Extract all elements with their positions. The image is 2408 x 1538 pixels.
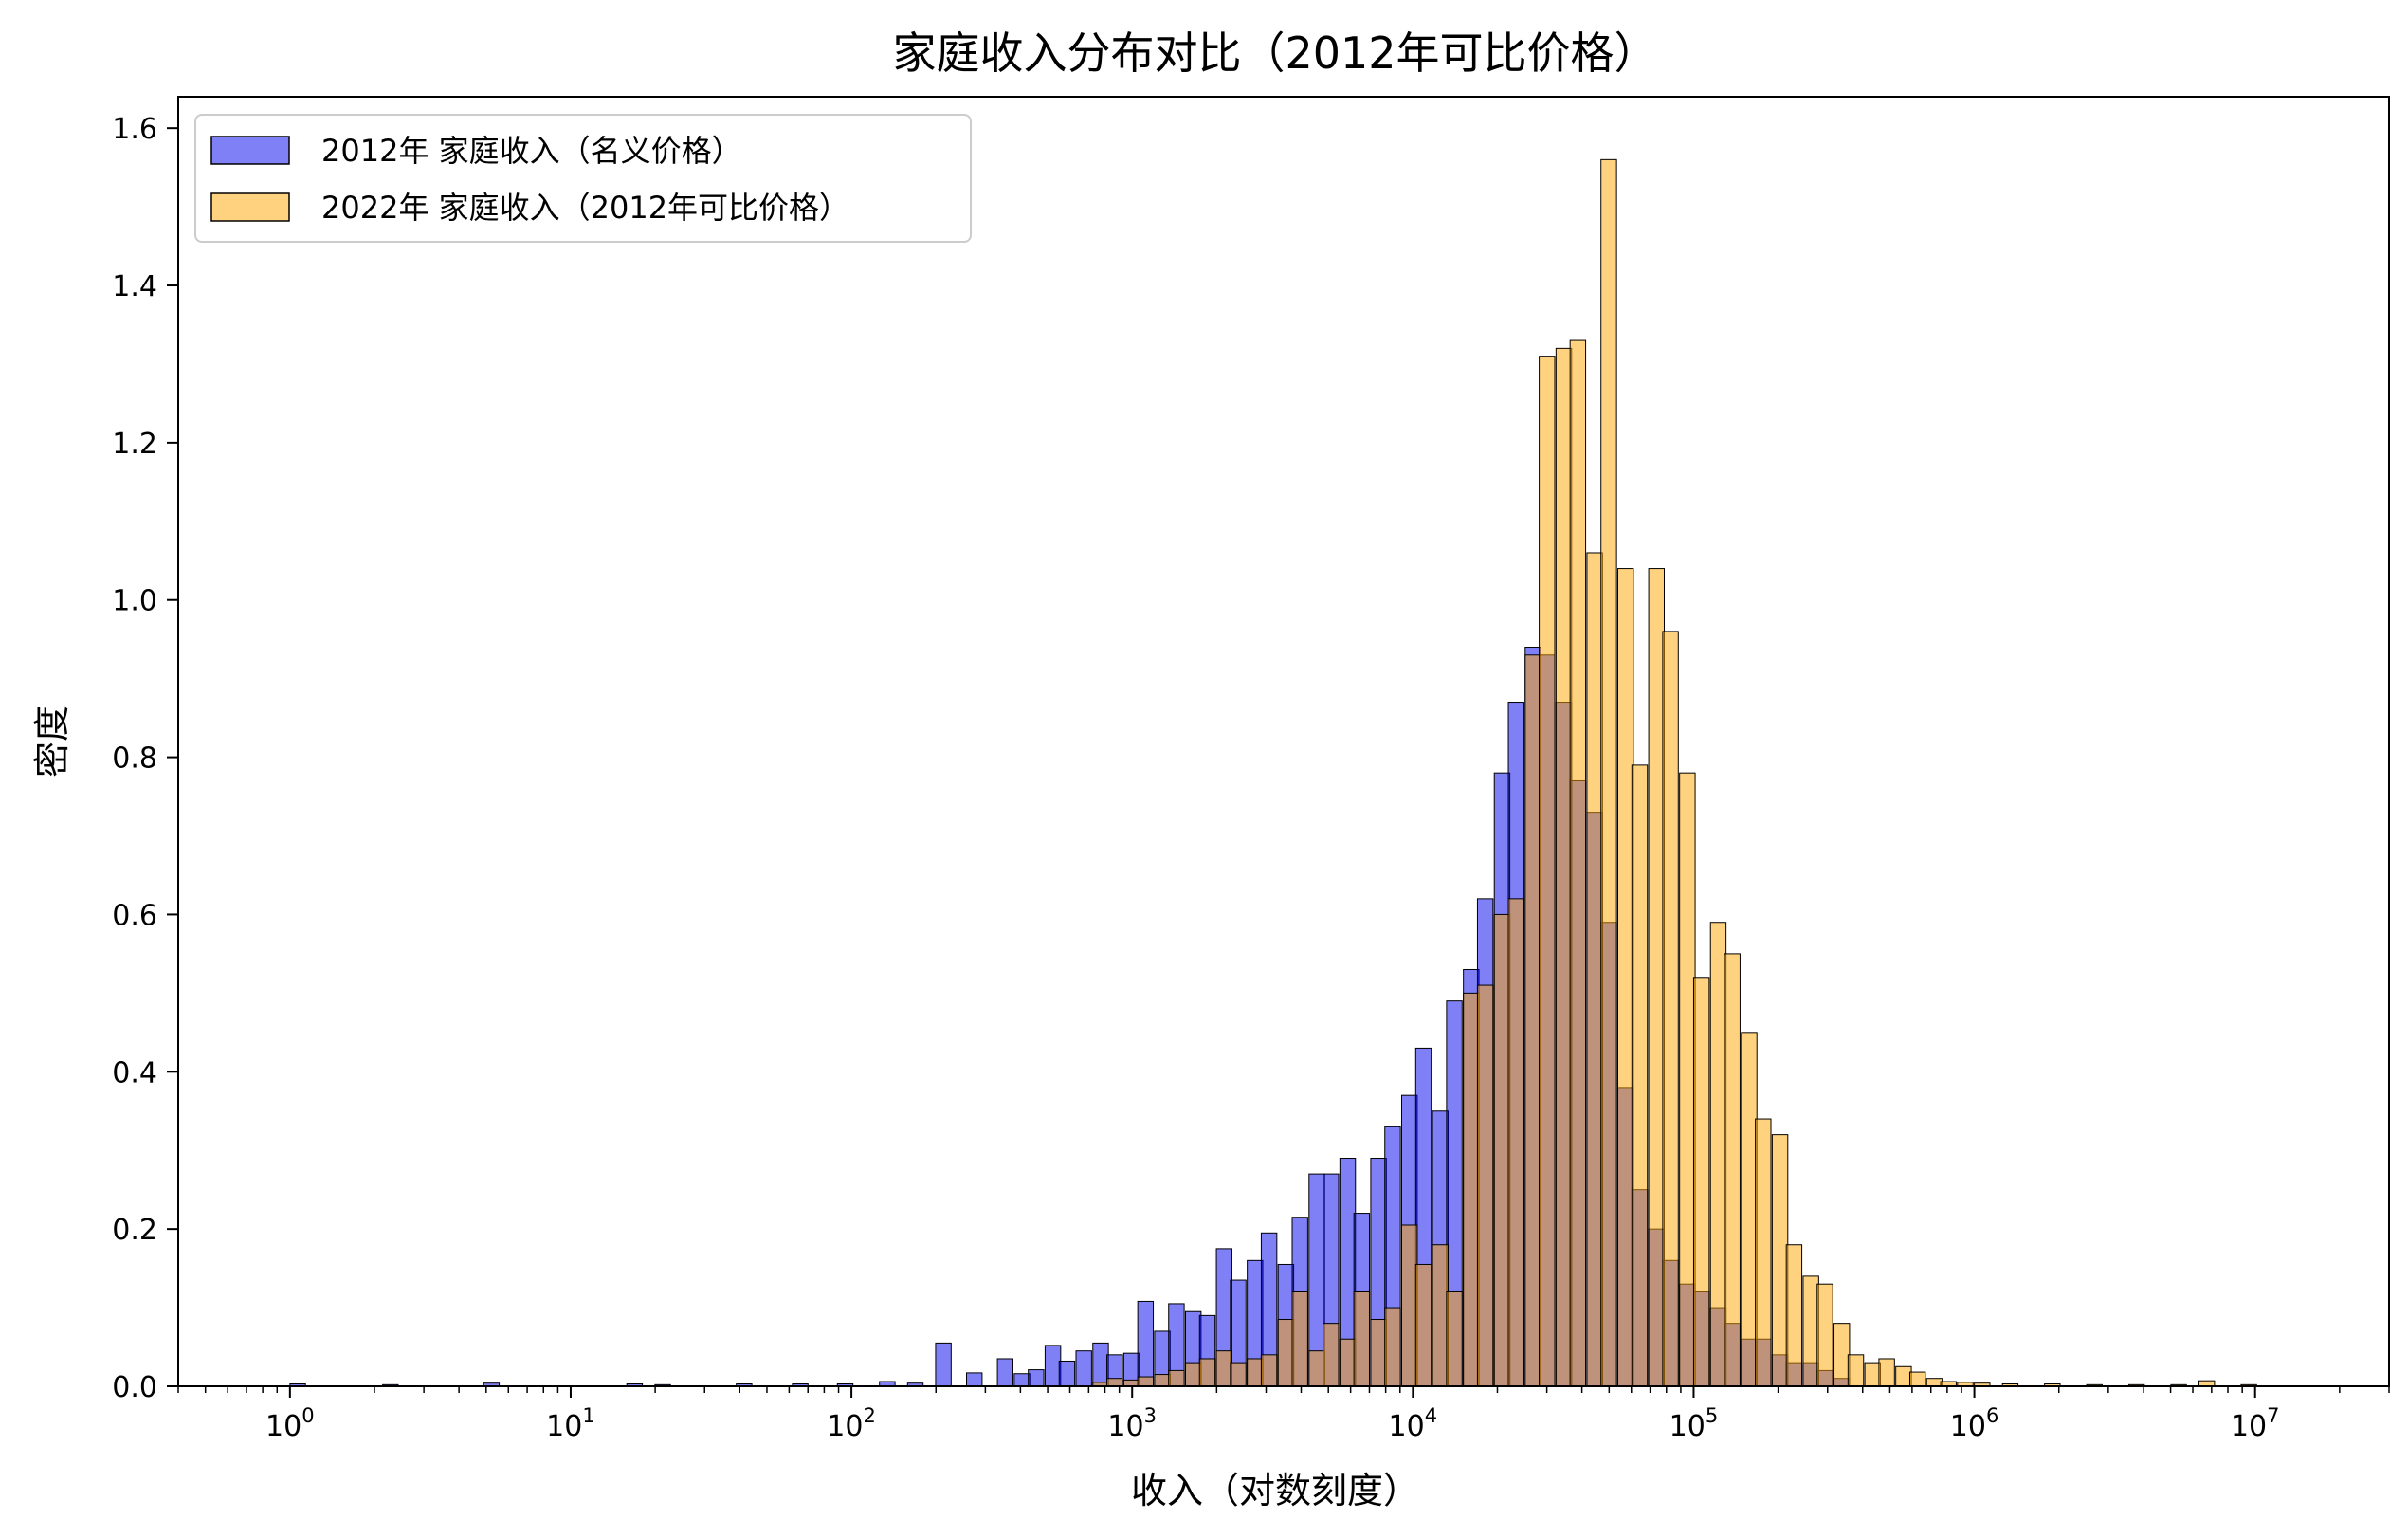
histogram-bar [1692, 977, 1710, 1387]
histogram-bar [1339, 1338, 1357, 1387]
histogram-bar [1524, 654, 1541, 1387]
histogram-bar [1323, 1323, 1340, 1387]
histogram-bar [1679, 772, 1696, 1387]
legend-swatch-2012 [210, 136, 290, 165]
histogram-bar [1446, 1291, 1463, 1387]
histogram-bar [1771, 1134, 1789, 1387]
histogram-bar [966, 1372, 983, 1387]
histogram-bar [1400, 1224, 1418, 1387]
histogram-bar [1058, 1360, 1076, 1387]
x-axis-label: 收入（对数刻度） [1131, 1470, 1419, 1511]
x-tick-label: 101 [546, 1404, 595, 1443]
chart-title: 家庭收入分布对比（2012年可比价格） [892, 27, 1657, 79]
histogram-bar [1168, 1369, 1185, 1387]
histogram-bar [1539, 356, 1556, 1387]
plot-frame [177, 96, 2390, 1387]
histogram-bar [1648, 568, 1665, 1387]
histogram-bar [1709, 922, 1727, 1387]
histogram-bar [1586, 552, 1603, 1387]
histogram-bar [1847, 1354, 1865, 1387]
legend: 2012年 家庭收入（名义价格） 2022年 家庭收入（2012年可比价格） [194, 114, 972, 243]
y-tick-label: 0.2 [112, 1214, 157, 1247]
histogram-bar [1230, 1362, 1247, 1387]
histogram-bar [1476, 984, 1494, 1387]
y-tick-label: 1.0 [112, 585, 157, 618]
x-tick-label: 100 [265, 1404, 315, 1443]
histogram-bar [1291, 1291, 1308, 1387]
legend-label-2012: 2012年 家庭收入（名义价格） [321, 133, 742, 169]
y-tick-label: 1.4 [112, 270, 157, 303]
histogram-bar [1493, 913, 1511, 1387]
histogram-bar [1463, 992, 1480, 1387]
y-tick-label: 1.6 [112, 113, 157, 146]
histogram-bar [1432, 1244, 1449, 1387]
legend-label-2022: 2022年 家庭收入（2012年可比价格） [321, 190, 849, 226]
y-axis-label: 密度 [31, 705, 73, 778]
histogram-bar [1277, 1319, 1295, 1387]
histogram-bar [1154, 1374, 1171, 1387]
histogram-bar [1741, 1032, 1758, 1387]
histogram-bar [1662, 631, 1679, 1387]
histogram-bar [996, 1358, 1013, 1387]
histogram-bar [1184, 1362, 1202, 1387]
histogram-bar [1755, 1118, 1772, 1387]
x-tick-label: 104 [1389, 1404, 1438, 1443]
histogram-bar [1895, 1365, 1912, 1387]
histogram-bar [1075, 1350, 1092, 1387]
histogram-bar [1816, 1283, 1833, 1387]
histogram-bar [1724, 953, 1741, 1387]
legend-swatch-2022 [210, 192, 290, 222]
histogram-bar [1617, 568, 1634, 1387]
histogram-bar [935, 1342, 952, 1387]
x-tick-label: 102 [827, 1404, 876, 1443]
histogram-bar [1028, 1369, 1045, 1387]
histogram-bar [1260, 1354, 1278, 1387]
x-tick-label: 103 [1107, 1404, 1157, 1443]
y-tick-label: 0.6 [112, 899, 157, 932]
histogram-bar [1555, 347, 1573, 1387]
histogram-bar [1044, 1345, 1062, 1387]
y-tick-label: 0.8 [112, 742, 157, 776]
histogram-bar [1106, 1378, 1123, 1387]
histogram-bar [1569, 339, 1587, 1387]
histogram-bar [1247, 1358, 1264, 1387]
x-tick-label: 107 [2231, 1404, 2280, 1443]
y-axis: 0.0 0.2 0.4 0.6 0.8 1.0 1.2 1.4 1.6 [112, 113, 178, 1404]
histogram-bar [1353, 1291, 1371, 1387]
histogram-bar [1013, 1373, 1031, 1387]
histogram-bar [1631, 764, 1649, 1387]
histogram-bar [1198, 1358, 1216, 1387]
histogram-bar [1833, 1323, 1851, 1387]
histogram-bar [1092, 1342, 1109, 1387]
histogram-bar [1308, 1350, 1325, 1387]
x-axis: 100 101 102 103 104 105 106 107 [177, 1386, 2390, 1443]
histogram-bar [1878, 1358, 1895, 1387]
x-tick-label: 106 [1950, 1404, 1999, 1443]
histogram-bar [1215, 1350, 1232, 1387]
histogram-bar [1925, 1378, 1943, 1387]
legend-box [194, 114, 972, 243]
x-tick-label: 105 [1669, 1404, 1719, 1443]
histogram-bar [1802, 1275, 1819, 1387]
histogram-bar [1507, 898, 1524, 1387]
y-tick-label: 0.0 [112, 1371, 157, 1404]
histogram-bar [1600, 158, 1617, 1387]
y-tick-label: 0.4 [112, 1056, 157, 1089]
histogram-bar [1785, 1244, 1803, 1387]
histogram-bar [1137, 1300, 1155, 1387]
histogram-bar [1908, 1371, 1926, 1387]
histogram-bar [1414, 1263, 1432, 1387]
histogram-bar [1864, 1362, 1882, 1387]
histogram-bar [1137, 1376, 1155, 1387]
y-tick-label: 1.2 [112, 428, 157, 461]
histogram-bar [1370, 1319, 1387, 1387]
histogram-bar [1384, 1307, 1401, 1387]
